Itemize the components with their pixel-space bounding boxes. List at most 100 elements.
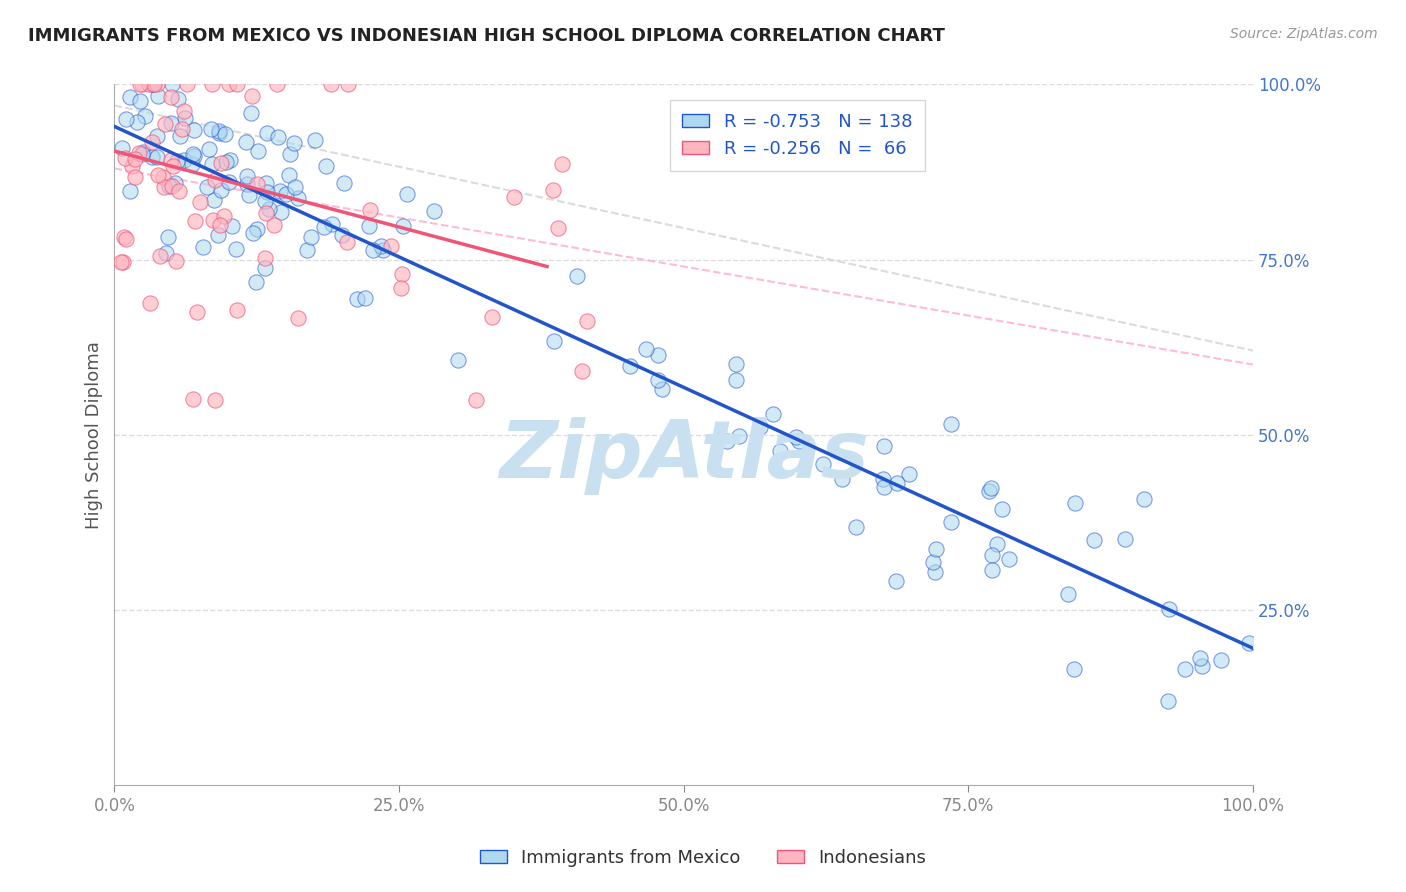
Point — [336, 235, 359, 249]
Point — [201, 157, 224, 171]
Point — [141, 135, 163, 149]
Point — [283, 136, 305, 151]
Point — [571, 364, 593, 378]
Point — [169, 129, 191, 144]
Point — [209, 218, 232, 232]
Point — [226, 303, 249, 318]
Point — [166, 153, 188, 168]
Point — [359, 219, 381, 234]
Point — [1083, 533, 1105, 547]
Point — [373, 243, 395, 257]
Point — [246, 145, 269, 159]
Point — [160, 90, 183, 104]
Point — [174, 111, 197, 125]
Point — [183, 149, 205, 163]
Point — [299, 230, 322, 244]
Point — [131, 146, 153, 161]
Point — [160, 78, 183, 92]
Point — [186, 305, 208, 319]
Point — [195, 180, 218, 194]
Point — [872, 472, 894, 486]
Point — [392, 219, 415, 234]
Point — [173, 153, 195, 168]
Point — [159, 153, 181, 167]
Point — [214, 127, 236, 141]
Point — [245, 222, 267, 236]
Point — [550, 156, 572, 170]
Point — [111, 254, 134, 268]
Point — [924, 566, 946, 580]
Point — [785, 430, 807, 444]
Point — [269, 184, 291, 198]
Point — [236, 169, 259, 183]
Point — [651, 382, 673, 396]
Point — [125, 115, 148, 129]
Text: IMMIGRANTS FROM MEXICO VS INDONESIAN HIGH SCHOOL DIPLOMA CORRELATION CHART: IMMIGRANTS FROM MEXICO VS INDONESIAN HIG… — [28, 27, 945, 45]
Point — [160, 178, 183, 193]
Point — [128, 94, 150, 108]
Point — [541, 182, 564, 196]
Point — [183, 147, 205, 161]
Point — [138, 78, 160, 92]
Point — [132, 145, 155, 160]
Point — [165, 253, 187, 268]
Point — [287, 191, 309, 205]
Point — [254, 261, 277, 276]
Point — [181, 392, 204, 406]
Point — [280, 146, 302, 161]
Point — [124, 169, 146, 184]
Point — [1159, 601, 1181, 615]
Point — [872, 480, 894, 494]
Point — [319, 78, 342, 92]
Point — [380, 239, 402, 253]
Point — [245, 276, 267, 290]
Point — [204, 392, 226, 407]
Point — [165, 176, 187, 190]
Point — [619, 359, 641, 373]
Point — [941, 515, 963, 529]
Point — [748, 420, 770, 434]
Point — [503, 190, 526, 204]
Point — [636, 342, 658, 356]
Point — [370, 238, 392, 252]
Point — [274, 187, 297, 202]
Point — [157, 229, 180, 244]
Point — [188, 194, 211, 209]
Point — [153, 117, 176, 131]
Point — [209, 183, 232, 197]
Point — [980, 481, 1002, 495]
Point — [200, 122, 222, 136]
Point — [831, 472, 853, 486]
Point — [543, 334, 565, 348]
Point — [270, 204, 292, 219]
Point — [787, 434, 810, 448]
Point — [256, 126, 278, 140]
Point — [145, 150, 167, 164]
Point — [170, 122, 193, 136]
Legend: Immigrants from Mexico, Indonesians: Immigrants from Mexico, Indonesians — [472, 842, 934, 874]
Point — [981, 548, 1004, 562]
Point — [242, 226, 264, 240]
Point — [124, 152, 146, 166]
Point — [1188, 650, 1211, 665]
Point — [118, 89, 141, 103]
Point — [1133, 491, 1156, 506]
Point — [153, 180, 176, 194]
Point — [1174, 662, 1197, 676]
Point — [724, 373, 747, 387]
Point — [238, 187, 260, 202]
Point — [207, 126, 229, 140]
Point — [990, 501, 1012, 516]
Point — [576, 314, 599, 328]
Point — [278, 169, 301, 183]
Point — [716, 434, 738, 449]
Point — [115, 232, 138, 246]
Point — [547, 221, 569, 235]
Point — [208, 124, 231, 138]
Point — [139, 295, 162, 310]
Point — [263, 218, 285, 232]
Point — [110, 254, 132, 268]
Point — [148, 89, 170, 103]
Point — [986, 537, 1008, 551]
Point — [254, 251, 277, 265]
